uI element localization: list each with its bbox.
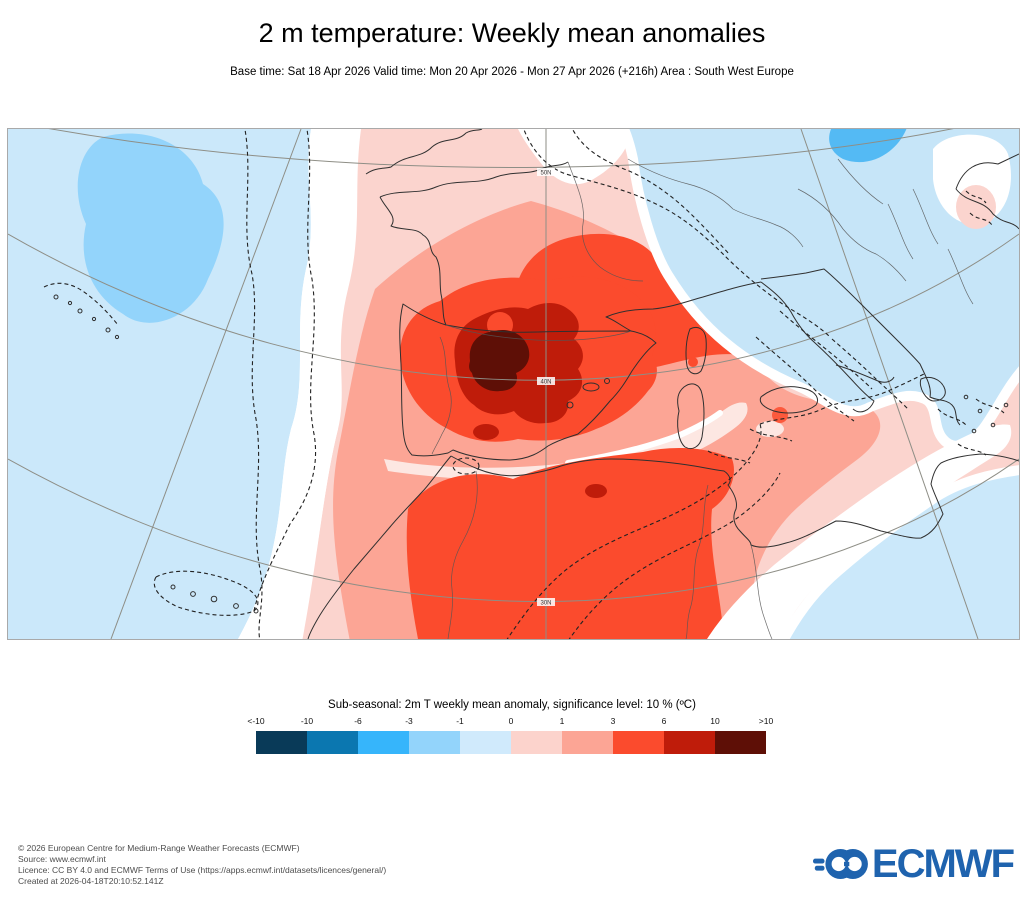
legend-tick: 6 (661, 716, 667, 726)
footer-created-at: Created at 2026-04-18T20:10:52.141Z (18, 876, 164, 886)
page-subtitle: Base time: Sat 18 Apr 2026 Valid time: M… (230, 66, 794, 78)
legend-tick-labels: <-10 -10 -6 -3 -1 0 1 3 6 10 >10 (247, 716, 773, 728)
ecmwf-logo-text: ECMWF (871, 842, 1015, 886)
legend-tick: 0 (508, 716, 514, 726)
graticule-label-30n: 30N (540, 601, 551, 607)
legend-tick: >10 (758, 716, 774, 726)
legend-color-segment (409, 731, 460, 754)
legend-color-segment (256, 731, 307, 754)
legend-tick: 3 (610, 716, 616, 726)
legend-tick: <-10 (247, 716, 265, 726)
legend-color-segment (613, 731, 664, 754)
legend-tick: -1 (456, 716, 464, 726)
legend-color-segment (358, 731, 409, 754)
footer-attribution: © 2026 European Centre for Medium-Range … (18, 843, 386, 887)
legend-tick: -10 (300, 716, 314, 726)
legend-colorbar (256, 731, 766, 754)
legend-color-segment (562, 731, 613, 754)
footer-licence: Licence: CC BY 4.0 and ECMWF Terms of Us… (18, 865, 387, 875)
ecmwf-logo: ECMWF (813, 842, 1015, 886)
legend-tick: 1 (559, 716, 565, 726)
ecmwf-logo-icon (813, 848, 868, 880)
weather-map: 50N 40N 30N (7, 128, 1020, 640)
footer-copyright: © 2026 European Centre for Medium-Range … (18, 843, 300, 853)
map-graphic: 50N 40N 30N (8, 129, 1019, 639)
legend-color-segment (715, 731, 766, 754)
legend-color-segment (460, 731, 511, 754)
legend-color-segment (511, 731, 562, 754)
legend-color-segment (307, 731, 358, 754)
legend-tick: 10 (710, 716, 720, 726)
legend-tick: -6 (354, 716, 362, 726)
legend-title: Sub-seasonal: 2m T weekly mean anomaly, … (328, 699, 696, 711)
footer-source: Source: www.ecmwf.int (18, 854, 106, 864)
legend-tick: -3 (405, 716, 413, 726)
graticule-label-50n: 50N (540, 171, 551, 177)
graticule-label-40n: 40N (540, 380, 551, 386)
legend-color-segment (664, 731, 715, 754)
page-title: 2 m temperature: Weekly mean anomalies (258, 18, 766, 48)
